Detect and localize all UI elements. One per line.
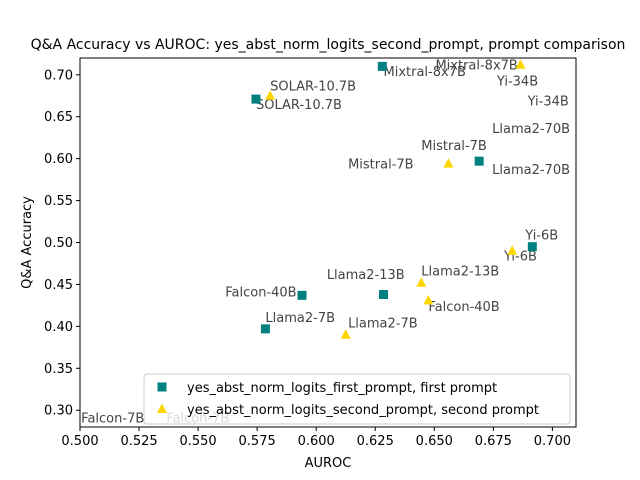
square-point (379, 289, 389, 299)
triangle-point (515, 59, 526, 69)
legend-items: yes_abst_norm_logits_first_prompt, first… (157, 381, 539, 418)
triangle-point (158, 434, 168, 444)
y-tick-label: 0.50 (44, 236, 73, 251)
triangle-point (583, 86, 593, 96)
point-annotation: Llama2-70B (492, 122, 570, 137)
chart-title: Q&A Accuracy vs AUROC: yes_abst_norm_log… (31, 37, 626, 53)
triangle-point (507, 245, 518, 255)
y-tick-label: 0.70 (44, 68, 73, 83)
y-axis-ticks: 0.30 0.35 0.40 0.45 0.50 0.55 0.60 0.65 0.70 (44, 68, 80, 419)
y-axis-label: Q&A Accuracy (20, 196, 35, 289)
y-tick-label: 0.30 (44, 404, 73, 419)
square-point (583, 104, 592, 113)
triangle-point (423, 294, 434, 305)
legend-triangle-swatch (157, 403, 167, 413)
x-tick-label: 0.675 (475, 434, 512, 449)
legend-entry: yes_abst_norm_logits_second_prompt, seco… (187, 403, 539, 418)
triangle-point (265, 90, 276, 100)
square-point (251, 94, 261, 104)
legend: yes_abst_norm_logits_first_prompt, first… (143, 373, 571, 425)
x-axis-ticks: 0.500 0.525 0.550 0.575 0.600 0.625 0.650 0.675… (61, 427, 571, 449)
triangle-point (583, 136, 593, 146)
point-annotation: Falcon-40B (225, 286, 296, 301)
point-annotation: Mixtral-8x7B (435, 58, 517, 73)
point-annotation: Llama2-13B (327, 268, 405, 283)
y-tick-label: 0.40 (44, 320, 73, 335)
legend-box (143, 373, 571, 425)
x-tick-label: 0.625 (357, 434, 394, 449)
square-point (527, 242, 537, 252)
square-point (297, 290, 307, 300)
y-tick-label: 0.55 (44, 194, 73, 209)
x-tick-label: 0.575 (239, 434, 276, 449)
x-tick-label: 0.500 (61, 434, 98, 449)
point-annotation: Falcon-40B (428, 300, 499, 315)
point-annotation: Mistral-7B (421, 139, 487, 154)
point-annotation: Yi-34B (527, 94, 569, 109)
square-point (474, 156, 484, 166)
y-tick-label: 0.45 (44, 278, 73, 293)
point-annotation: Llama2-7B (348, 317, 418, 332)
point-annotation: Yi-6B (503, 250, 537, 265)
x-tick-label: 0.700 (534, 434, 571, 449)
x-tick-label: 0.600 (298, 434, 335, 449)
triangle-point (416, 277, 427, 287)
point-annotation: Yi-6B (524, 229, 558, 244)
triangle-point (443, 158, 454, 168)
point-annotation: Llama2-13B (421, 265, 499, 280)
point-annotation: Llama2-70B (492, 163, 570, 178)
marker-layer (158, 59, 593, 444)
point-annotation: Mixtral-8x7B (384, 65, 466, 80)
plot-frame (79, 57, 577, 428)
x-tick-label: 0.650 (416, 434, 453, 449)
point-annotation: Mistral-7B (348, 157, 414, 172)
square-point (260, 324, 270, 334)
legend-entry: yes_abst_norm_logits_first_prompt, first… (187, 381, 497, 396)
y-tick-label: 0.35 (44, 362, 73, 377)
point-annotation: SOLAR-10.7B (256, 98, 342, 113)
legend-square-swatch (157, 382, 167, 392)
point-annotation: Yi-34B (496, 74, 538, 89)
point-annotation: SOLAR-10.7B (270, 79, 356, 94)
y-tick-label: 0.65 (44, 110, 73, 125)
y-tick-label: 0.60 (44, 152, 73, 167)
x-axis-label: AUROC (305, 456, 352, 471)
square-point (377, 61, 387, 71)
x-tick-label: 0.550 (179, 434, 216, 449)
point-annotation: Falcon-7B (81, 411, 144, 426)
triangle-point (340, 329, 351, 339)
x-tick-label: 0.525 (120, 434, 157, 449)
point-annotation: Llama2-7B (265, 311, 335, 326)
